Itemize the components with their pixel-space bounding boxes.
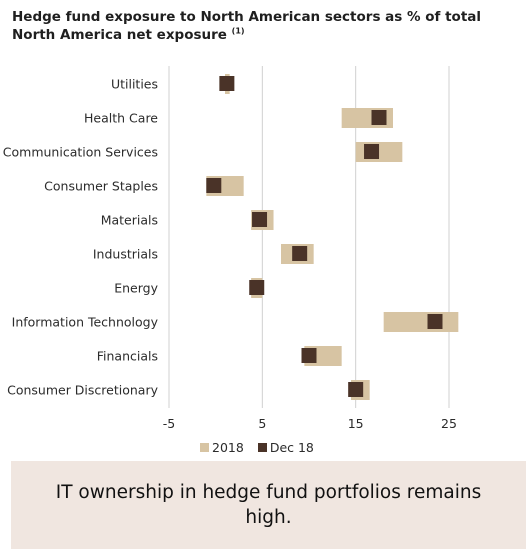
- category-label: Materials: [101, 213, 158, 228]
- takeaway-note: IT ownership in hedge fund portfolios re…: [11, 461, 526, 549]
- point-marker: [364, 144, 380, 159]
- legend-swatch-2018: [200, 442, 209, 452]
- category-label: Industrials: [93, 247, 158, 262]
- category-label: Energy: [114, 281, 158, 296]
- legend: 2018 Dec 18: [200, 439, 322, 455]
- range-bar: [383, 312, 459, 332]
- point-marker: [219, 76, 235, 91]
- point-marker: [348, 382, 364, 397]
- category-label: Communication Services: [3, 145, 158, 160]
- category-labels: Utilities Health Care Communication Servic…: [3, 77, 159, 398]
- point-marker: [427, 314, 443, 329]
- legend-label-2018: 2018: [212, 439, 244, 455]
- point-markers: [206, 76, 443, 397]
- point-marker: [249, 280, 265, 295]
- point-marker: [301, 348, 317, 363]
- range-chart: Utilities Health Care Communication Servic…: [3, 66, 459, 431]
- point-marker: [252, 212, 268, 227]
- legend-item-dec18: Dec 18: [257, 439, 314, 455]
- category-label: Health Care: [84, 111, 158, 126]
- legend-label-dec18: Dec 18: [269, 439, 314, 455]
- legend-item-2018: 2018: [200, 440, 244, 455]
- point-marker: [371, 110, 387, 125]
- x-tick-label: 15: [348, 416, 364, 431]
- title-footnote: (1): [231, 26, 245, 36]
- chart-title: Hedge fund exposure to North American se…: [12, 9, 482, 43]
- x-tick-label: 25: [441, 416, 457, 431]
- x-tick-label: -5: [163, 416, 175, 431]
- point-marker: [292, 246, 308, 261]
- point-marker: [206, 178, 222, 193]
- category-label: Consumer Discretionary: [7, 383, 158, 398]
- category-label: Consumer Staples: [44, 179, 158, 194]
- category-label: Financials: [97, 349, 158, 364]
- x-tick-label: 5: [258, 416, 266, 431]
- range-bars: [206, 74, 459, 400]
- category-label: Information Technology: [12, 315, 159, 330]
- legend-swatch-dec18: [257, 442, 267, 452]
- category-label: Utilities: [111, 77, 158, 92]
- x-tick-labels: -5 5 15 25: [163, 416, 457, 431]
